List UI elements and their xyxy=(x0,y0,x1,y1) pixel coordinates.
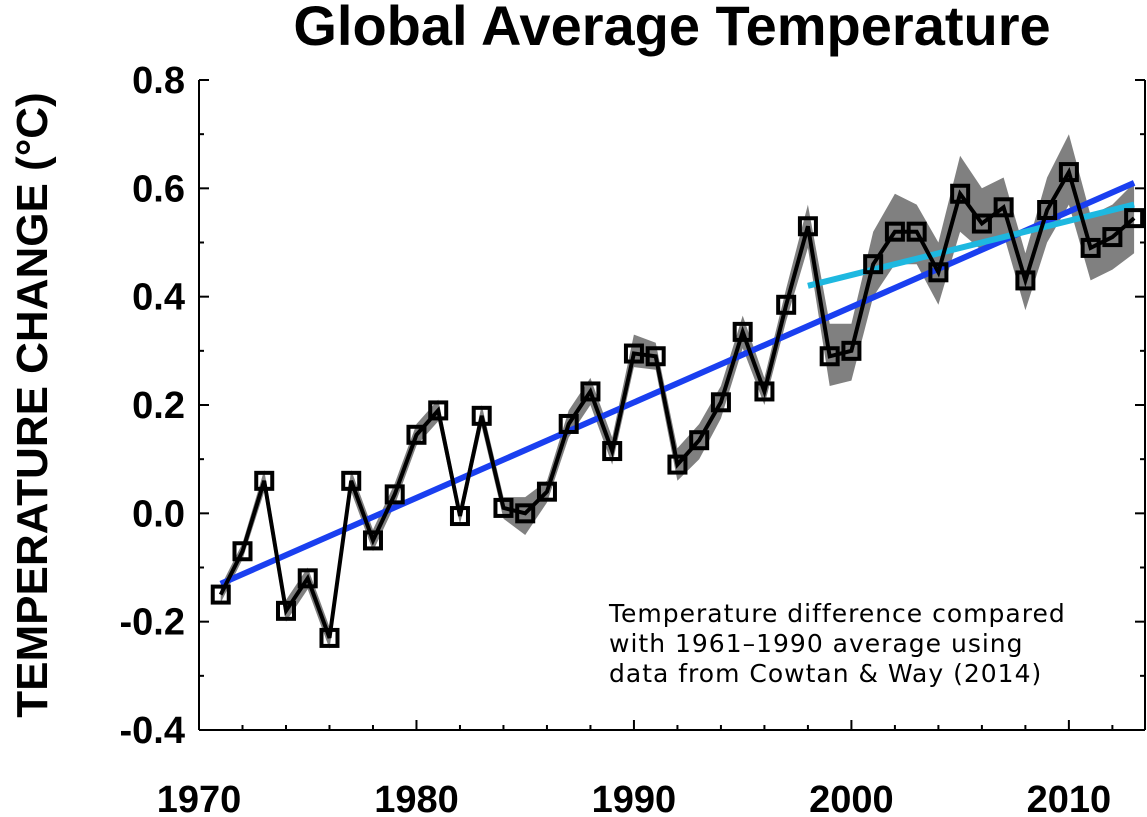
data-point-2003 xyxy=(906,221,927,242)
trend-line-3 xyxy=(807,201,1135,289)
data-point-1983 xyxy=(471,405,492,426)
data-point-1988 xyxy=(580,381,601,402)
data-point-1971 xyxy=(210,584,231,605)
x-tick-label: 1980 xyxy=(374,779,459,817)
data-point-1999 xyxy=(819,346,840,367)
data-point-1987 xyxy=(558,413,579,434)
y-tick-label: 0.4 xyxy=(132,277,185,319)
data-point-2004 xyxy=(928,262,949,283)
chart-title: Global Average Temperature xyxy=(293,0,1050,57)
data-point-2006 xyxy=(971,213,992,234)
data-point-1991 xyxy=(645,346,666,367)
x-tick-label: 1990 xyxy=(592,779,677,817)
data-point-1980 xyxy=(406,424,427,445)
data-point-1985 xyxy=(515,503,536,524)
data-point-1972 xyxy=(232,541,253,562)
y-tick-label: -0.2 xyxy=(120,602,185,644)
data-point-2000 xyxy=(841,340,862,361)
x-tick-label: 2000 xyxy=(809,779,894,817)
data-point-1977 xyxy=(341,470,362,491)
x-tick-label: 1970 xyxy=(157,779,242,817)
data-point-1984 xyxy=(493,497,514,518)
y-tick-label: 0.0 xyxy=(132,493,185,535)
data-point-2010 xyxy=(1058,162,1079,183)
data-point-1989 xyxy=(602,441,623,462)
trend-line-layer xyxy=(219,180,1136,587)
annotation-line: Temperature difference compared xyxy=(608,599,1066,628)
x-tick-label: 2010 xyxy=(1027,779,1112,817)
data-point-1976 xyxy=(319,627,340,648)
data-point-2009 xyxy=(1037,200,1058,220)
data-point-1982 xyxy=(449,506,470,527)
data-point-2012 xyxy=(1102,227,1123,248)
data-point-1996 xyxy=(754,381,775,402)
data-point-1975 xyxy=(297,568,318,589)
annotation-line: data from Cowtan & Way (2014) xyxy=(609,659,1042,688)
annotation-line: with 1961–1990 average using xyxy=(609,629,1024,658)
data-point-1979 xyxy=(384,484,405,505)
data-point-1994 xyxy=(710,392,731,413)
data-point-1986 xyxy=(536,481,557,502)
temperature-series-layer xyxy=(210,162,1145,648)
data-point-2007 xyxy=(993,197,1014,218)
data-point-1990 xyxy=(623,343,644,364)
data-point-2001 xyxy=(863,254,884,275)
data-point-2008 xyxy=(1015,270,1036,291)
y-tick-label: 0.6 xyxy=(132,168,185,210)
data-point-2011 xyxy=(1080,237,1101,258)
data-point-2005 xyxy=(950,183,971,204)
data-point-1974 xyxy=(275,600,296,621)
data-point-1997 xyxy=(776,294,797,315)
data-point-1981 xyxy=(428,400,449,421)
data-point-1973 xyxy=(254,470,275,491)
data-point-2002 xyxy=(884,221,905,242)
data-point-2013 xyxy=(1124,208,1145,229)
y-axis-label: TEMPERATURE CHANGE (°C) xyxy=(8,92,57,717)
data-point-1978 xyxy=(362,530,383,551)
temperature-line xyxy=(218,167,1136,639)
data-point-1992 xyxy=(667,454,688,475)
data-point-1993 xyxy=(689,430,710,451)
y-tick-label: -0.4 xyxy=(120,710,185,752)
tick-labels: -0.4 -0.2 0.0 0.2 0.4 0.6 0.8 1970 1980 1990 2000 2… xyxy=(120,60,1112,817)
data-point-1995 xyxy=(732,321,753,342)
axes xyxy=(198,79,1146,731)
y-tick-label: 0.2 xyxy=(132,385,185,427)
data-point-1998 xyxy=(797,216,818,237)
trend-line-2 xyxy=(219,180,1136,587)
y-tick-label: 0.8 xyxy=(132,60,185,102)
